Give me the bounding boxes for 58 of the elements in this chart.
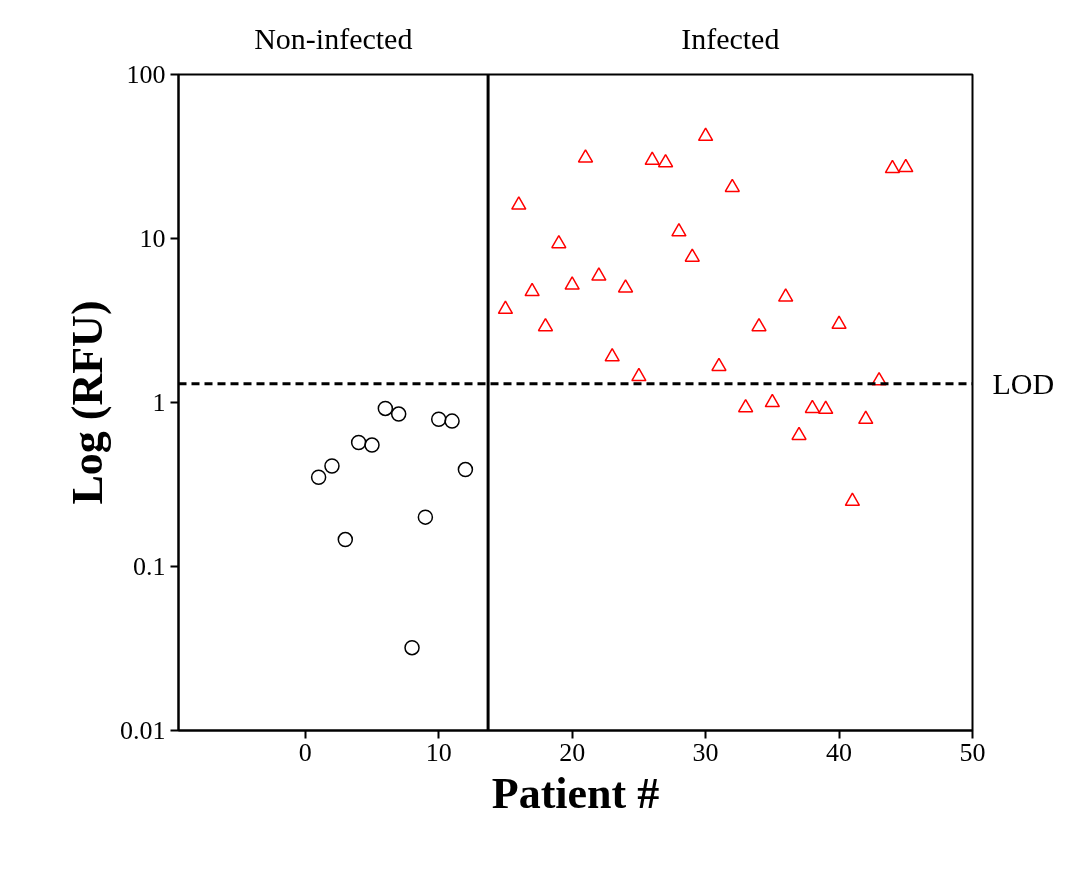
point [310, 469, 327, 486]
x-tick-label: 50 [959, 737, 986, 767]
x-tick-label: 0 [298, 737, 312, 767]
point [350, 434, 367, 451]
point [791, 426, 807, 441]
text: Infected [681, 21, 780, 55]
point [457, 461, 474, 478]
point [337, 531, 354, 548]
point [844, 492, 861, 507]
ref-line-label: LOD [992, 367, 1055, 401]
point [511, 196, 527, 210]
x-tick-label: 20 [559, 737, 586, 767]
point [591, 267, 607, 281]
point [697, 127, 714, 142]
point [831, 315, 847, 330]
point [631, 367, 647, 382]
point [804, 399, 821, 414]
point [737, 398, 754, 413]
point [644, 151, 660, 166]
point [404, 639, 420, 656]
point [884, 159, 901, 174]
y-tick-label: 100 [126, 60, 166, 89]
point [898, 158, 914, 173]
point [817, 400, 834, 415]
point [417, 509, 434, 525]
point [751, 317, 767, 332]
point [551, 234, 567, 249]
y-tick-label: 0.01 [120, 716, 166, 745]
point [564, 276, 580, 290]
x-tick-label: 10 [425, 737, 452, 767]
x-axis-title: Patient # [491, 768, 660, 818]
point [604, 347, 620, 362]
x-tick-label: 40 [826, 737, 853, 767]
point [777, 288, 794, 302]
text: Non-infected [254, 21, 413, 55]
point [657, 153, 674, 168]
point [497, 300, 514, 315]
point [711, 357, 727, 372]
point [444, 413, 460, 429]
point [324, 458, 340, 474]
point [764, 393, 781, 408]
point [524, 282, 540, 297]
point [430, 411, 447, 428]
point [390, 406, 407, 422]
y-axis-title: Log (RFU) [63, 300, 112, 505]
point [671, 222, 687, 237]
point [364, 437, 380, 453]
point [577, 149, 594, 163]
point [377, 400, 394, 417]
point [857, 410, 874, 425]
y-tick-label: 0.1 [133, 552, 166, 581]
x-tick-label: 30 [692, 737, 719, 767]
y-tick-label: 1 [152, 388, 166, 417]
y-tick-label: 10 [139, 224, 166, 253]
point [684, 248, 701, 262]
point [537, 317, 554, 332]
point [617, 279, 634, 293]
point [724, 178, 741, 193]
